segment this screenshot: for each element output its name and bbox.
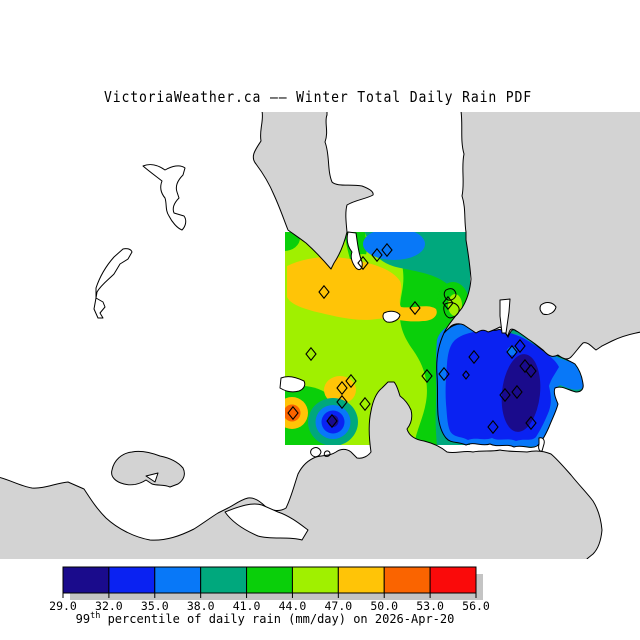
colorbar-label: 56.0 [462, 599, 490, 613]
island-north-outline [142, 164, 187, 231]
station-diamond-marker [371, 247, 383, 263]
bullseye-core-29-32 [327, 415, 339, 427]
water-bay-blob [539, 302, 557, 315]
station-diamond-marker [318, 284, 330, 300]
station-diamond-marker [525, 363, 537, 379]
colorbar-label: 47.0 [324, 599, 352, 613]
station-diamond-marker [345, 373, 357, 389]
contour-band-41-44-nw-corner [285, 232, 300, 251]
colorbar-cell-38-41 [200, 566, 248, 594]
colorbar-label: 29.0 [49, 599, 77, 613]
station-diamond-marker [462, 370, 470, 380]
colorbar-cell-53-56 [429, 566, 477, 594]
contour-band-47-50-main [287, 257, 437, 322]
colorbar-cell-47-50 [337, 566, 385, 594]
colorbar-labels: 29.0 32.0 35.0 38.0 41.0 44.0 47.0 50.0 … [49, 599, 490, 613]
land-bottom-olympic [0, 381, 603, 561]
colorbar-label: 35.0 [141, 599, 169, 613]
station-diamond-marker [409, 300, 421, 316]
figure-title: VictoriaWeather.ca —— Winter Total Daily… [104, 88, 532, 106]
island-trial-tiny [538, 437, 545, 452]
colorbar-cells [62, 566, 477, 594]
station-diamond-marker [438, 366, 450, 382]
land-west-malahat [252, 110, 374, 270]
water-detail-group [145, 231, 557, 541]
station-diamond-marker [511, 384, 523, 400]
water-esquimalt-lagoon [382, 310, 401, 323]
station-markers [287, 242, 537, 435]
colorbar-label: 44.0 [279, 599, 307, 613]
station-diamond-marker [487, 419, 499, 435]
station-diamond-marker [514, 338, 526, 354]
station-diamond-marker [506, 344, 518, 360]
colorbar: 29.0 32.0 35.0 38.0 41.0 44.0 47.0 50.0 … [49, 566, 490, 626]
station-diamond-marker [468, 349, 480, 365]
station-diamond-marker [421, 368, 433, 384]
contour-band-35-38-inlet-blob [363, 232, 425, 260]
station-diamond-marker [381, 242, 393, 258]
water-finlayson-arm-tip [346, 231, 363, 271]
station-diamond-marker [336, 394, 348, 410]
land-east-saanich [443, 110, 640, 360]
water-esquimalt-harbour-notch [499, 298, 511, 334]
colorbar-cell-50-53 [383, 566, 431, 594]
station-diamond-marker [326, 413, 338, 429]
water-sooke-basin [279, 376, 306, 393]
islet-race-rocks-1 [310, 447, 322, 458]
colorbar-cell-41-44 [246, 566, 293, 594]
station-diamond-marker [287, 405, 299, 421]
colorbar-caption: 99th percentile of daily rain (mm/day) o… [76, 611, 455, 626]
station-diamond-marker [442, 295, 454, 311]
island-south-outline [93, 248, 133, 319]
colorbar-label: 50.0 [370, 599, 398, 613]
map-bottom-margin [0, 559, 640, 564]
islet-race-rocks-2 [323, 450, 331, 457]
contour-band-50-53-max-spot [285, 404, 301, 422]
colorbar-label: 53.0 [416, 599, 444, 613]
land-group [0, 110, 640, 561]
station-diamond-marker [357, 255, 369, 271]
outline-island-group [93, 164, 187, 319]
land-island-southwest [111, 450, 185, 488]
islet-chatham-1 [443, 288, 457, 301]
station-diamond-marker [525, 415, 537, 431]
water-channel-wedge [224, 503, 309, 541]
colorbar-label: 38.0 [187, 599, 215, 613]
station-diamond-marker [336, 380, 348, 396]
station-diamond-marker [305, 346, 317, 362]
water-island-lagoon-triangle [145, 472, 159, 483]
colorbar-label: 32.0 [95, 599, 123, 613]
station-diamond-marker [359, 396, 371, 412]
colorbar-ticks [62, 593, 477, 598]
colorbar-cell-35-38 [154, 566, 202, 594]
colorbar-cell-44-47 [291, 566, 339, 594]
colorbar-label: 41.0 [233, 599, 261, 613]
colorbar-cell-29-32 [62, 566, 110, 594]
station-diamond-marker [499, 387, 511, 403]
colorbar-cell-32-35 [108, 566, 156, 594]
station-diamond-marker [519, 358, 531, 374]
map-top-margin [0, 0, 640, 112]
